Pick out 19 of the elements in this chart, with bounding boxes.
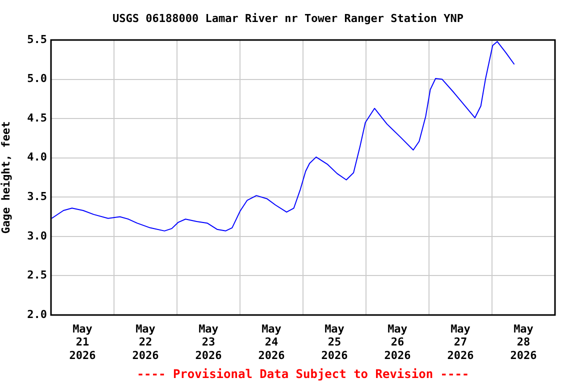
y-tick-label: 3.0 — [27, 229, 47, 242]
y-tick-label: 4.0 — [27, 150, 47, 164]
text: ---- Provisional Data Subject to Revision ---- — [136, 367, 470, 382]
x-tick-label: May 24 2026 — [258, 322, 286, 362]
chart-title: USGS 06188000 Lamar River nr Tower Ranger Station YNP — [112, 12, 464, 25]
y-tick-label: 3.5 — [27, 190, 47, 203]
x-tick-label: May 23 2026 — [195, 322, 222, 362]
y-tick-label: 2.5 — [27, 268, 47, 282]
y-tick-label: 5.0 — [27, 72, 47, 86]
y-axis-title: Gage height, feet — [0, 121, 12, 234]
x-tick-label: May 21 2026 — [69, 322, 96, 362]
y-tick-label: 2.0 — [27, 308, 47, 321]
x-tick-label: May 25 2026 — [321, 322, 348, 362]
y-tick-label: 5.5 — [27, 32, 47, 46]
y-tick-label: 4.5 — [27, 111, 47, 124]
x-tick-label: May 26 2026 — [384, 322, 412, 362]
x-tick-label: May 22 2026 — [132, 322, 160, 362]
x-tick-label: May 27 2026 — [447, 322, 474, 362]
x-tick-label: May 28 2026 — [510, 322, 538, 362]
